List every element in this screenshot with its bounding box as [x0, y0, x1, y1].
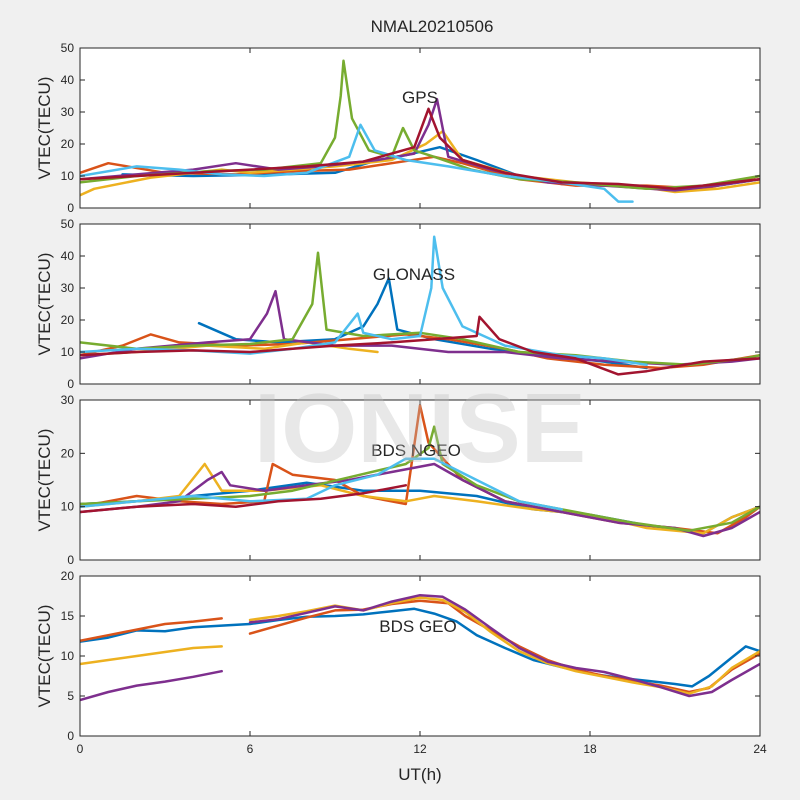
- y-axis-label: VTEC(TECU): [35, 77, 54, 180]
- panel-1: 0 10 20 30 40 50 GLONASS VTEC(TECU): [35, 217, 761, 391]
- y-tick-label: 10: [61, 649, 75, 663]
- y-tick-label: 40: [61, 249, 75, 263]
- y-tick-label: 10: [61, 169, 75, 183]
- watermark: IONISE: [254, 373, 586, 483]
- y-tick-label: 0: [67, 377, 74, 391]
- y-tick-label: 20: [61, 313, 75, 327]
- series-line: [80, 617, 223, 643]
- y-tick-label: 20: [61, 446, 75, 460]
- plot-area: [80, 48, 760, 208]
- x-tick-label: 24: [753, 742, 767, 756]
- panel-0: 0 10 20 30 40 50 GPS VTEC(TECU): [35, 41, 761, 215]
- plot-area: [80, 224, 760, 384]
- y-tick-label: 10: [61, 500, 75, 514]
- y-axis-label: VTEC(TECU): [35, 253, 54, 356]
- y-tick-label: 5: [67, 689, 74, 703]
- series-line: [80, 425, 760, 532]
- y-tick-label: 30: [61, 105, 75, 119]
- series-line: [80, 484, 408, 514]
- y-tick-label: 10: [61, 345, 75, 359]
- panel-2: 0 10 20 30 BDS NGEO VTEC(TECU): [35, 393, 761, 567]
- panel-label: BDS GEO: [379, 617, 456, 636]
- x-tick-label: 12: [413, 742, 427, 756]
- y-tick-label: 30: [61, 281, 75, 295]
- figure-title: NMAL20210506: [371, 17, 494, 36]
- y-axis-label: VTEC(TECU): [35, 605, 54, 708]
- series-line: [80, 645, 223, 666]
- x-tick-label: 0: [77, 742, 84, 756]
- series-group: [80, 593, 760, 702]
- series-group: [80, 235, 760, 376]
- series-group: [80, 404, 760, 538]
- series-line: [80, 107, 760, 191]
- y-tick-label: 20: [61, 569, 75, 583]
- panels: 01020304050GPSVTEC(TECU)01020304050GLONA…: [35, 41, 767, 756]
- series-line: [80, 607, 760, 688]
- x-axis-label: UT(h): [398, 765, 441, 784]
- y-axis-label: VTEC(TECU): [35, 429, 54, 532]
- series-line: [80, 235, 648, 367]
- panel-3: 0 5 10 15 20 0 6 12 18 24 BDS GEO VTEC(TECU): [35, 569, 767, 756]
- y-tick-label: 50: [61, 217, 75, 231]
- panel-label: GPS: [402, 88, 438, 107]
- series-line: [80, 251, 760, 367]
- series-line: [80, 669, 223, 702]
- series-line: [80, 457, 563, 511]
- panel-label: GLONASS: [373, 265, 455, 284]
- series-line: [248, 593, 760, 698]
- y-tick-label: 0: [67, 201, 74, 215]
- x-tick-label: 6: [247, 742, 254, 756]
- y-tick-label: 50: [61, 41, 75, 55]
- plot-area: [80, 576, 760, 736]
- series-line: [80, 462, 760, 535]
- x-tick-label: 18: [583, 742, 597, 756]
- y-tick-label: 0: [67, 729, 74, 743]
- y-tick-label: 20: [61, 137, 75, 151]
- y-tick-label: 0: [67, 553, 74, 567]
- y-tick-label: 15: [61, 609, 75, 623]
- y-tick-label: 30: [61, 393, 75, 407]
- series-line: [80, 315, 760, 376]
- panel-label: BDS NGEO: [371, 441, 461, 460]
- series-group: [80, 59, 760, 203]
- y-tick-label: 40: [61, 73, 75, 87]
